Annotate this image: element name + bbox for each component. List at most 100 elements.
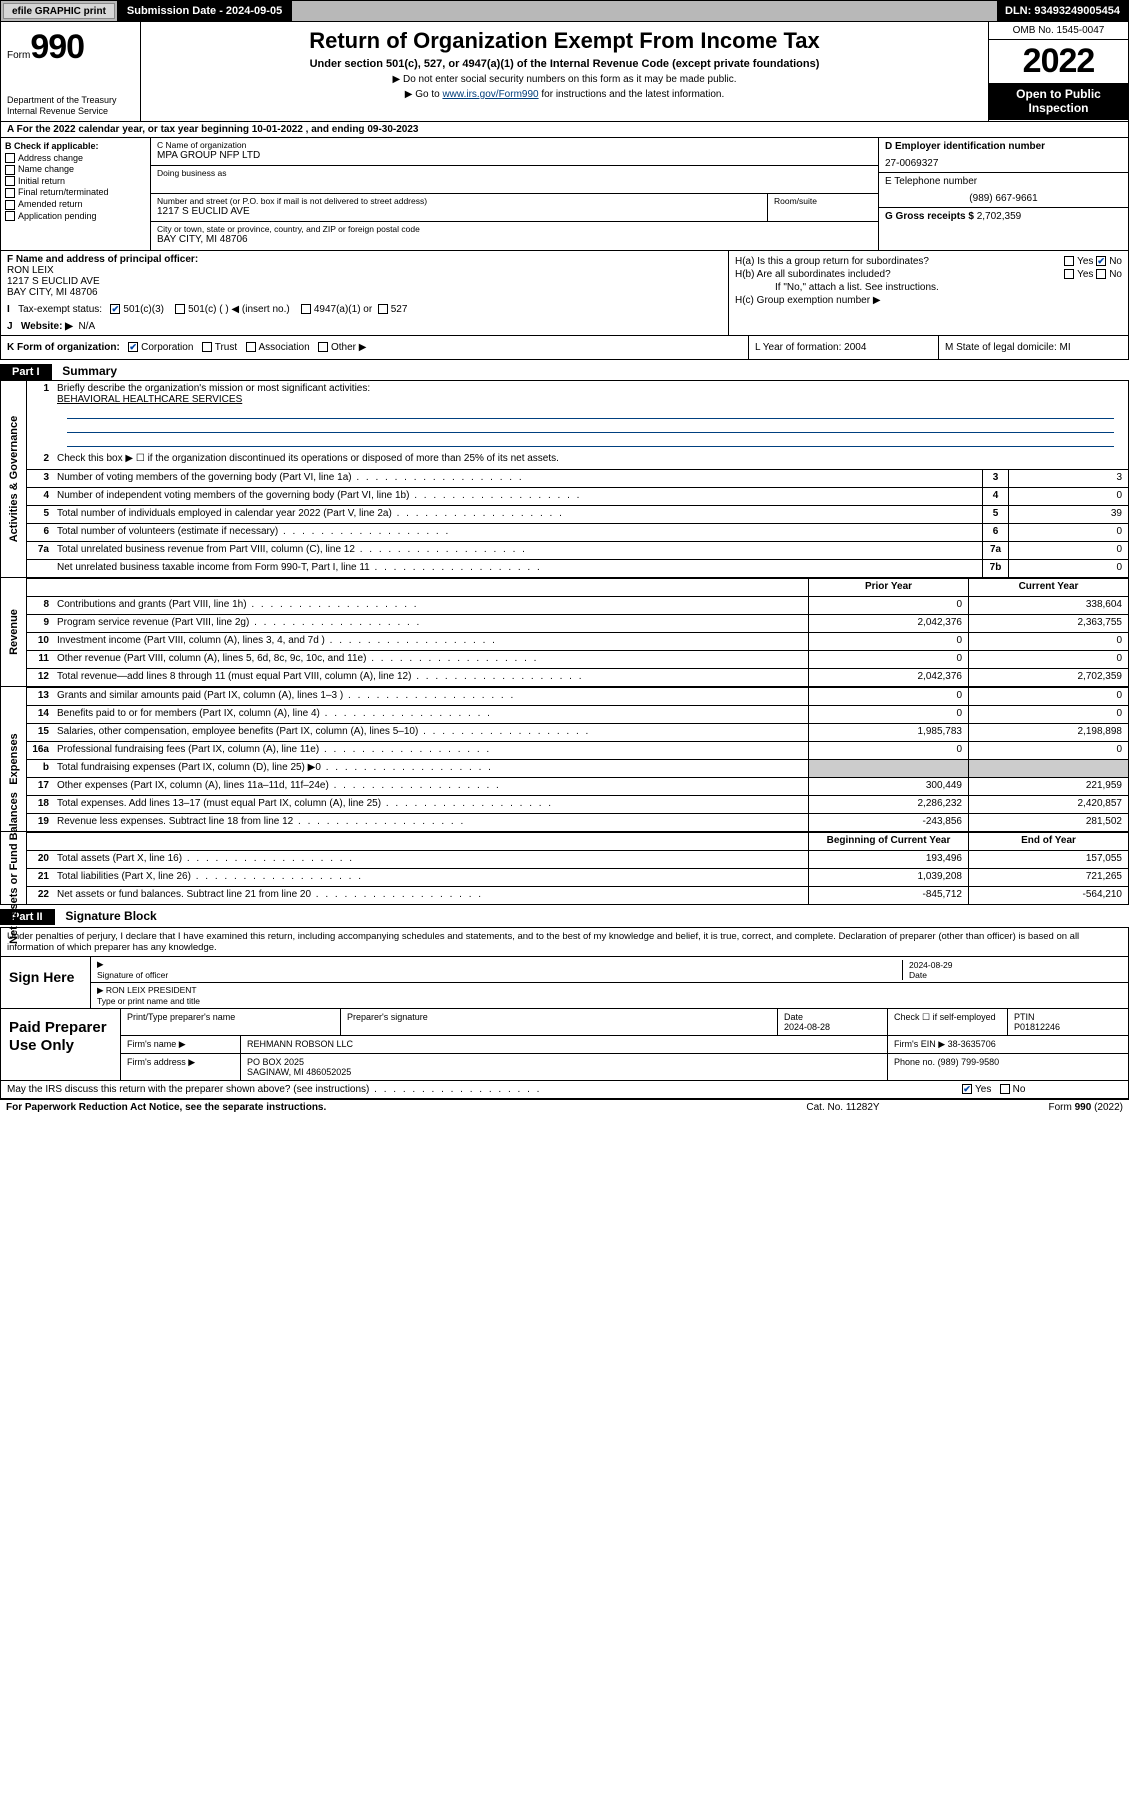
row-10: 10Investment income (Part VIII, column (… bbox=[27, 632, 1128, 650]
p-date-label: Date bbox=[784, 1012, 803, 1022]
address-value: 1217 S EUCLID AVE bbox=[157, 206, 761, 217]
p-sig-label: Preparer's signature bbox=[341, 1009, 778, 1035]
phone-label: E Telephone number bbox=[885, 176, 1122, 187]
phone-value: (989) 667-9661 bbox=[885, 193, 1122, 204]
may-yes-cb[interactable] bbox=[962, 1084, 972, 1094]
sig-preamble: Under penalties of perjury, I declare th… bbox=[1, 928, 1128, 957]
org-name-label: C Name of organization bbox=[157, 140, 872, 150]
form-number: 990 bbox=[30, 28, 84, 66]
summary-row-5: 5Total number of individuals employed in… bbox=[27, 505, 1128, 523]
col-begin: Beginning of Current Year bbox=[808, 833, 968, 850]
omb-number: OMB No. 1545-0047 bbox=[989, 22, 1128, 40]
firm-phone-value: (989) 799-9580 bbox=[938, 1057, 1000, 1067]
city-label: City or town, state or province, country… bbox=[157, 224, 872, 234]
header-right: OMB No. 1545-0047 2022 Open to Public In… bbox=[988, 22, 1128, 121]
lbl-501c3: 501(c)(3) bbox=[123, 304, 164, 315]
dept-label: Department of the Treasury Internal Reve… bbox=[7, 95, 134, 117]
cb-trust[interactable] bbox=[202, 342, 212, 352]
org-name: MPA GROUP NFP LTD bbox=[157, 150, 872, 161]
dba-label: Doing business as bbox=[157, 168, 872, 178]
checkbox-final-return-terminated[interactable]: Final return/terminated bbox=[5, 187, 146, 198]
room-label: Room/suite bbox=[774, 196, 872, 206]
row-22: 22Net assets or fund balances. Subtract … bbox=[27, 886, 1128, 904]
col-end: End of Year bbox=[968, 833, 1128, 850]
lbl-4947: 4947(a)(1) or bbox=[314, 304, 372, 315]
p-check-label: Check ☐ if self-employed bbox=[888, 1009, 1008, 1035]
firm-addr2: SAGINAW, MI 486052025 bbox=[247, 1067, 351, 1077]
form-subtitle-2: Do not enter social security numbers on … bbox=[149, 74, 980, 85]
page-footer: For Paperwork Reduction Act Notice, see … bbox=[0, 1099, 1129, 1115]
klm-block: K Form of organization: Corporation Trus… bbox=[0, 336, 1129, 360]
checkbox-application-pending[interactable]: Application pending bbox=[5, 211, 146, 222]
check-if-applicable: B Check if applicable: Address changeNam… bbox=[1, 138, 151, 250]
i-label: Tax-exempt status: bbox=[18, 304, 102, 315]
ein-value: 27-0069327 bbox=[885, 158, 1122, 169]
row-16a: 16aProfessional fundraising fees (Part I… bbox=[27, 741, 1128, 759]
row-13: 13Grants and similar amounts paid (Part … bbox=[27, 687, 1128, 705]
signature-block: Under penalties of perjury, I declare th… bbox=[0, 927, 1129, 1099]
summary-row-7a: 7aTotal unrelated business revenue from … bbox=[27, 541, 1128, 559]
city-value: BAY CITY, MI 48706 bbox=[157, 234, 872, 245]
ha-yes[interactable] bbox=[1064, 256, 1074, 266]
cb-other[interactable] bbox=[318, 342, 328, 352]
org-name-cell: C Name of organization MPA GROUP NFP LTD bbox=[151, 138, 878, 166]
gross-value: 2,702,359 bbox=[977, 211, 1022, 222]
side-rev: Revenue bbox=[1, 578, 27, 686]
row-19: 19Revenue less expenses. Subtract line 1… bbox=[27, 813, 1128, 831]
hb-label: H(b) Are all subordinates included? bbox=[735, 269, 1064, 280]
side-ag: Activities & Governance bbox=[1, 381, 27, 577]
may-no-cb[interactable] bbox=[1000, 1084, 1010, 1094]
k-form-org: K Form of organization: Corporation Trus… bbox=[1, 336, 748, 359]
cb-527[interactable] bbox=[378, 304, 388, 314]
form-subtitle-3: Go to www.irs.gov/Form990 for instructio… bbox=[149, 89, 980, 100]
firm-addr-label: Firm's address ▶ bbox=[121, 1054, 241, 1080]
ein-cell: D Employer identification number 27-0069… bbox=[879, 138, 1128, 173]
sig-name-label: Type or print name and title bbox=[97, 996, 200, 1006]
cb-501c[interactable] bbox=[175, 304, 185, 314]
hb-no[interactable] bbox=[1096, 269, 1106, 279]
check-label: B Check if applicable: bbox=[5, 141, 146, 151]
row-8: 8Contributions and grants (Part VIII, li… bbox=[27, 596, 1128, 614]
cb-4947[interactable] bbox=[301, 304, 311, 314]
checkbox-initial-return[interactable]: Initial return bbox=[5, 176, 146, 187]
efile-print-button[interactable]: efile GRAPHIC print bbox=[3, 3, 115, 19]
submission-date: Submission Date - 2024-09-05 bbox=[117, 1, 292, 21]
header-center: Return of Organization Exempt From Incom… bbox=[141, 22, 988, 121]
part-1: Part I Summary bbox=[0, 360, 1129, 380]
part2-title: Signature Block bbox=[57, 907, 164, 925]
ein-label: D Employer identification number bbox=[885, 141, 1122, 152]
hb-note: If "No," attach a list. See instructions… bbox=[735, 282, 1122, 293]
checkbox-amended-return[interactable]: Amended return bbox=[5, 199, 146, 210]
ha-no[interactable] bbox=[1096, 256, 1106, 266]
firm-phone-label: Phone no. bbox=[894, 1057, 935, 1067]
summary-row-3: 3Number of voting members of the governi… bbox=[27, 469, 1128, 487]
f-name: RON LEIX bbox=[7, 265, 722, 276]
side-na: Net Assets or Fund Balances bbox=[1, 832, 27, 904]
row-a-tax-year: A For the 2022 calendar year, or tax yea… bbox=[0, 122, 1129, 138]
l1-label: Briefly describe the organization's miss… bbox=[57, 383, 370, 394]
irs-link[interactable]: www.irs.gov/Form990 bbox=[442, 89, 538, 100]
header-left: Form990 Department of the Treasury Inter… bbox=[1, 22, 141, 121]
cb-501c3[interactable] bbox=[110, 304, 120, 314]
checkbox-address-change[interactable]: Address change bbox=[5, 153, 146, 164]
row-17: 17Other expenses (Part IX, column (A), l… bbox=[27, 777, 1128, 795]
hb-yes[interactable] bbox=[1064, 269, 1074, 279]
cb-corp[interactable] bbox=[128, 342, 138, 352]
part-2: Part II Signature Block bbox=[0, 905, 1129, 925]
tax-year: 2022 bbox=[989, 40, 1128, 83]
row-11: 11Other revenue (Part VIII, column (A), … bbox=[27, 650, 1128, 668]
row-b: bTotal fundraising expenses (Part IX, co… bbox=[27, 759, 1128, 777]
cb-assoc[interactable] bbox=[246, 342, 256, 352]
phone-cell: E Telephone number (989) 667-9661 bbox=[879, 173, 1128, 208]
open-to-public: Open to Public Inspection bbox=[989, 83, 1128, 120]
lbl-assoc: Association bbox=[259, 342, 310, 353]
summary-row-6: 6Total number of volunteers (estimate if… bbox=[27, 523, 1128, 541]
topbar-spacer bbox=[292, 1, 997, 21]
top-bar: efile GRAPHIC print Submission Date - 20… bbox=[0, 0, 1129, 22]
hc-label: H(c) Group exemption number ▶ bbox=[735, 295, 1122, 306]
row-9: 9Program service revenue (Part VIII, lin… bbox=[27, 614, 1128, 632]
sub3-pre: Go to bbox=[415, 89, 442, 100]
col-prior: Prior Year bbox=[808, 579, 968, 596]
m-state-domicile: M State of legal domicile: MI bbox=[938, 336, 1128, 359]
checkbox-name-change[interactable]: Name change bbox=[5, 164, 146, 175]
